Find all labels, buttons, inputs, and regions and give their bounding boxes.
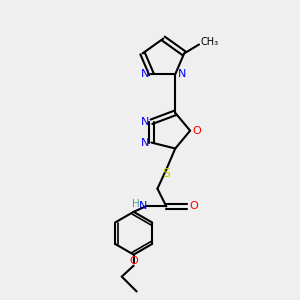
Text: O: O	[192, 126, 201, 136]
Text: N: N	[141, 117, 149, 127]
Text: N: N	[141, 138, 149, 148]
Text: N: N	[141, 69, 149, 79]
Text: CH₃: CH₃	[200, 37, 218, 47]
Text: H: H	[132, 199, 140, 209]
Text: O: O	[129, 256, 138, 266]
Text: N: N	[139, 202, 147, 212]
Text: O: O	[189, 202, 198, 212]
Text: N: N	[178, 69, 186, 79]
Text: S: S	[162, 167, 170, 180]
